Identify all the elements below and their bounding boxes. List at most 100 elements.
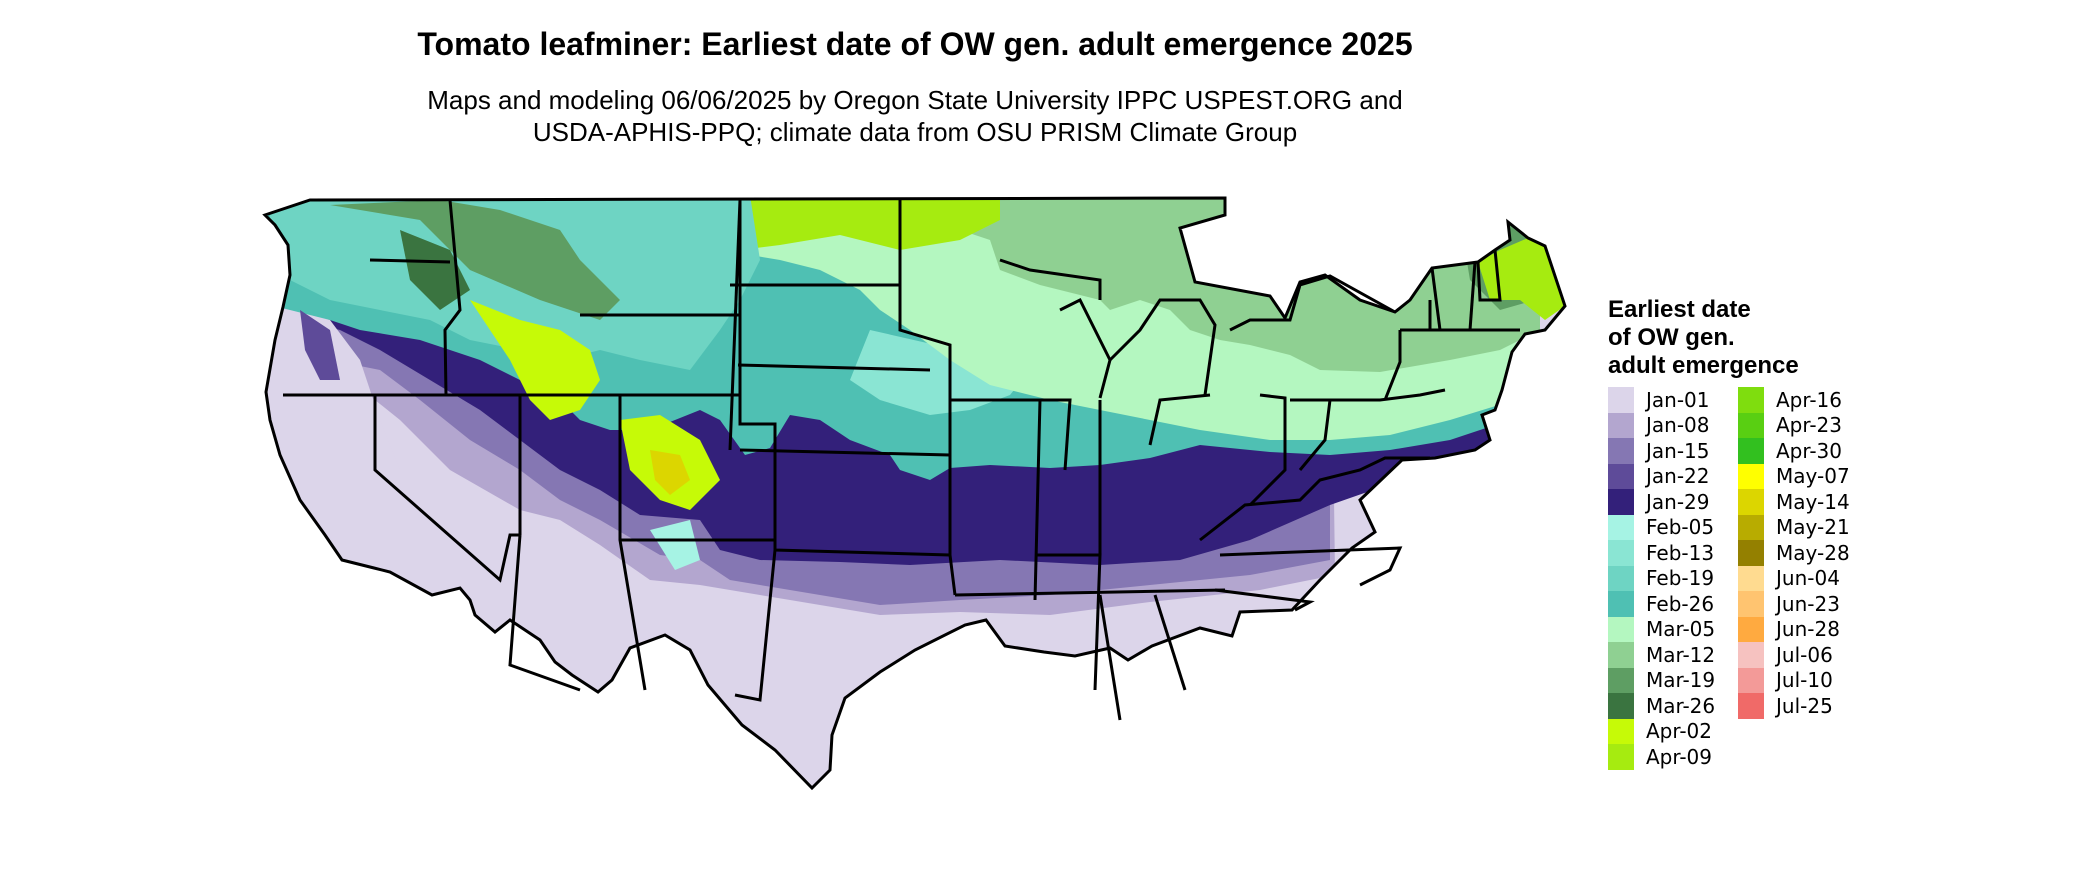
legend-label: Feb-13 [1646,540,1715,565]
legend-title-line-1: Earliest date [1608,296,1751,323]
legend-swatch [1608,591,1634,617]
legend-item: Jun-28 [1738,616,1850,642]
legend-title: Earliest date of OW gen. adult emergence [1608,296,1799,380]
legend-item: May-21 [1738,514,1850,540]
legend-swatch [1738,591,1764,617]
legend-swatch [1608,616,1634,642]
legend-label: Mar-19 [1646,668,1716,693]
legend-item: Feb-26 [1608,591,1715,617]
map-title: Tomato leafminer: Earliest date of OW ge… [417,26,1413,62]
legend-label: Jun-04 [1776,566,1840,591]
legend-swatch [1738,616,1764,642]
zone-mar-26-idaho [400,230,470,310]
legend-swatch [1738,387,1764,413]
legend-item: Jul-10 [1738,667,1850,693]
legend-label: Jan-29 [1646,489,1710,514]
state-boundaries [263,196,1567,790]
legend-swatch [1608,489,1634,515]
legend-swatch [1608,667,1634,693]
legend-swatch [1608,438,1634,464]
legend-swatch [1608,744,1634,770]
map-subtitle: Maps and modeling 06/06/2025 by Oregon S… [0,84,1830,148]
legend-swatch [1608,387,1634,413]
us-emergence-map [263,196,1567,790]
legend-label: May-07 [1776,464,1850,489]
subtitle-line-2: USDA-APHIS-PPQ; climate data from OSU PR… [532,117,1298,147]
legend-item: Jun-04 [1738,565,1850,591]
legend-item: Apr-09 [1608,744,1715,770]
zone-mar-19-mountains [330,200,620,320]
legend-swatch [1608,463,1634,489]
legend-label: Apr-16 [1776,387,1842,412]
legend-swatch [1608,693,1634,719]
legend-label: Feb-26 [1646,591,1715,616]
legend-swatch [1738,514,1764,540]
legend-label: May-14 [1776,489,1850,514]
legend-label: Jan-08 [1646,413,1710,438]
legend-swatch [1608,412,1634,438]
legend-item: May-14 [1738,489,1850,515]
legend-item: Feb-05 [1608,514,1715,540]
emergence-zones [265,198,1565,788]
zone-feb-05-nm [650,520,700,570]
legend-column-2: Apr-16 Apr-23 Apr-30 May-07 May-14 May-21 May-… [1738,387,1850,719]
legend-item: Apr-02 [1608,718,1715,744]
legend-item: Jan-22 [1608,463,1715,489]
legend-item: Feb-13 [1608,540,1715,566]
legend-swatch [1738,540,1764,566]
zone-apr-02-mountains [470,300,600,420]
legend-item: Jan-01 [1608,387,1715,413]
legend-title-line-2: of OW gen. [1608,324,1735,351]
legend-column-1: Jan-01 Jan-08 Jan-15 Jan-22 Jan-29 Feb-05 Feb-… [1608,387,1715,770]
legend-label: Feb-05 [1646,515,1715,540]
zone-apr-09-north [740,198,1000,250]
legend-item: Feb-19 [1608,565,1715,591]
legend-swatch [1608,514,1634,540]
legend-label: Apr-09 [1646,744,1712,769]
legend-item: Apr-30 [1738,438,1850,464]
legend-swatch [1738,412,1764,438]
legend-label: Mar-12 [1646,642,1716,667]
legend-item: Apr-16 [1738,387,1850,413]
legend-item: Jan-15 [1608,438,1715,464]
legend-swatch [1608,565,1634,591]
legend-item: May-28 [1738,540,1850,566]
legend-label: Jun-23 [1776,591,1840,616]
legend-label: Apr-02 [1646,719,1712,744]
legend-label: Mar-26 [1646,693,1716,718]
legend-swatch [1738,642,1764,668]
legend-swatch [1608,718,1634,744]
legend-item: Jan-08 [1608,412,1715,438]
legend-item: Jul-06 [1738,642,1850,668]
legend-label: Apr-30 [1776,438,1842,463]
legend-swatch [1608,540,1634,566]
legend-item: Mar-12 [1608,642,1715,668]
legend-item: Mar-26 [1608,693,1715,719]
legend-swatch [1738,667,1764,693]
subtitle-line-1: Maps and modeling 06/06/2025 by Oregon S… [427,85,1403,115]
legend-swatch [1738,438,1764,464]
legend-label: Apr-23 [1776,413,1842,438]
legend-label: Jan-22 [1646,464,1710,489]
legend-label: Jun-28 [1776,617,1840,642]
legend-swatch [1738,693,1764,719]
legend-item: Mar-19 [1608,667,1716,693]
legend-label: Jul-06 [1776,642,1833,667]
legend-swatch [1738,463,1764,489]
legend-item: Jun-23 [1738,591,1850,617]
legend-swatch [1608,642,1634,668]
legend-item: Apr-23 [1738,412,1850,438]
legend-label: Jan-15 [1646,438,1710,463]
zone-jan-22-coast [300,310,340,380]
legend-swatch [1738,565,1764,591]
legend-label: Jul-10 [1776,668,1833,693]
legend-item: May-07 [1738,463,1850,489]
legend-swatch [1738,489,1764,515]
legend-item: Jul-25 [1738,693,1850,719]
zone-may-14-colorado [650,450,690,495]
zone-feb-13 [850,330,1030,415]
legend-label: May-28 [1776,540,1850,565]
legend-item: Jan-29 [1608,489,1715,515]
legend-label: Jan-01 [1646,387,1710,412]
legend-label: Feb-19 [1646,566,1715,591]
